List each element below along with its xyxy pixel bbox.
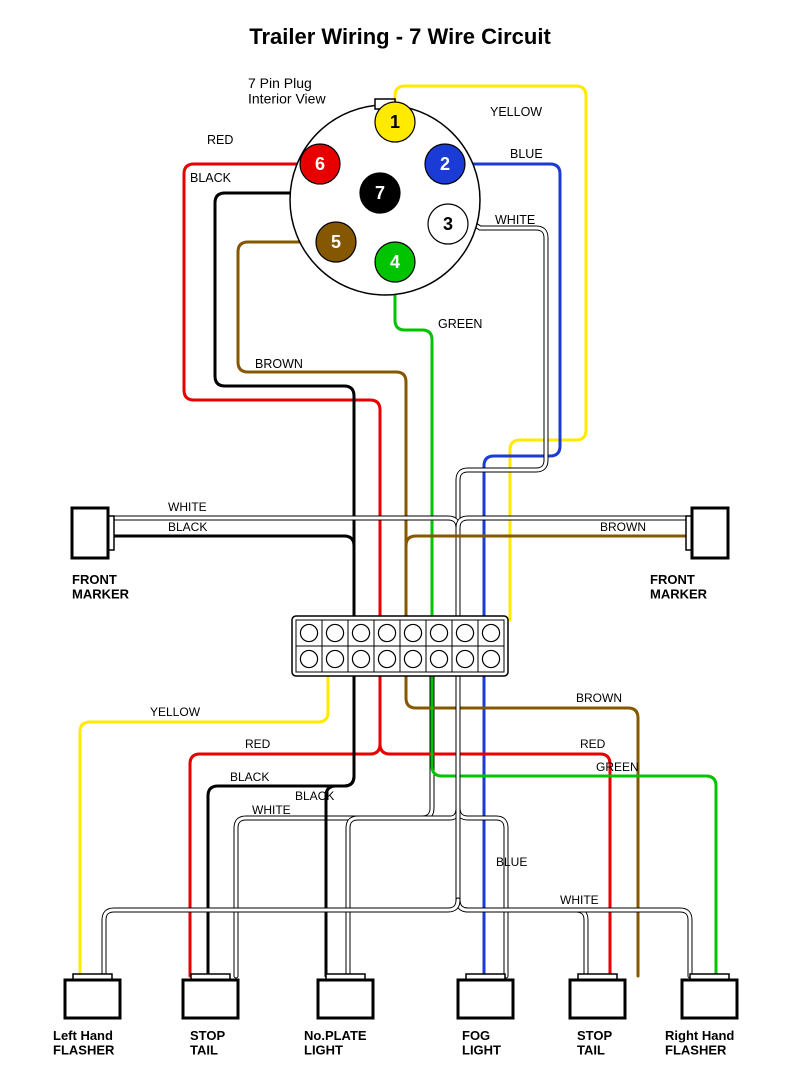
right-flasher — [682, 980, 737, 1018]
svg-text:WHITE: WHITE — [168, 500, 207, 514]
svg-text:7 Pin PlugInterior View: 7 Pin PlugInterior View — [248, 75, 326, 106]
svg-text:BLACK: BLACK — [168, 520, 207, 534]
svg-text:GREEN: GREEN — [438, 317, 482, 331]
svg-text:YELLOW: YELLOW — [150, 705, 201, 719]
component-boxes: FRONTMARKER FRONTMARKER Left HandFLASHER ST… — [53, 508, 737, 1057]
svg-text:FOGLIGHT: FOGLIGHT — [462, 1028, 501, 1057]
svg-text:BROWN: BROWN — [600, 520, 646, 534]
svg-text:BLUE: BLUE — [496, 855, 527, 869]
stop-tail-left — [183, 980, 238, 1018]
stop-tail-right — [570, 980, 625, 1018]
wiring-svg: FRONTMARKER FRONTMARKER Left HandFLASHER ST… — [0, 0, 800, 1075]
front-marker-left — [72, 508, 108, 558]
svg-text:BROWN: BROWN — [255, 357, 303, 371]
svg-text:RED: RED — [207, 133, 233, 147]
left-flasher — [65, 980, 120, 1018]
svg-text:WHITE: WHITE — [560, 893, 599, 907]
svg-text:GREEN: GREEN — [596, 760, 639, 774]
diagram-title: Trailer Wiring - 7 Wire Circuit — [0, 24, 800, 50]
plate-light — [318, 980, 373, 1018]
svg-text:No.PLATELIGHT: No.PLATELIGHT — [304, 1028, 367, 1057]
svg-text:Left HandFLASHER: Left HandFLASHER — [53, 1028, 115, 1057]
front-marker-right — [692, 508, 728, 558]
svg-text:BLACK: BLACK — [190, 171, 232, 185]
svg-text:Right HandFLASHER: Right HandFLASHER — [665, 1028, 734, 1057]
svg-text:BLUE: BLUE — [510, 147, 543, 161]
terminal-block — [292, 616, 508, 676]
svg-text:2: 2 — [440, 154, 450, 174]
svg-text:5: 5 — [331, 232, 341, 252]
fog-light — [458, 980, 513, 1018]
svg-text:BLACK: BLACK — [230, 770, 269, 784]
svg-text:STOPTAIL: STOPTAIL — [190, 1028, 225, 1057]
svg-text:BROWN: BROWN — [576, 691, 622, 705]
plug-connector: 1 YELLOW 2 BLUE 3 WHITE 4 GREEN 5 BROWN 6 RED 7 BLACK — [190, 99, 543, 371]
svg-text:YELLOW: YELLOW — [490, 105, 542, 119]
svg-text:BLACK: BLACK — [295, 789, 334, 803]
svg-text:STOPTAIL: STOPTAIL — [577, 1028, 612, 1057]
svg-text:FRONTMARKER: FRONTMARKER — [650, 572, 708, 601]
svg-text:6: 6 — [315, 154, 325, 174]
svg-text:WHITE: WHITE — [495, 213, 535, 227]
svg-text:WHITE: WHITE — [252, 803, 291, 817]
svg-text:1: 1 — [390, 112, 400, 132]
svg-text:RED: RED — [245, 737, 271, 751]
svg-text:FRONTMARKER: FRONTMARKER — [72, 572, 130, 601]
svg-text:RED: RED — [580, 737, 606, 751]
svg-text:7: 7 — [375, 183, 385, 203]
diagram-canvas: FRONTMARKER FRONTMARKER Left HandFLASHER ST… — [0, 0, 800, 1075]
svg-text:3: 3 — [443, 214, 453, 234]
svg-text:4: 4 — [390, 252, 400, 272]
